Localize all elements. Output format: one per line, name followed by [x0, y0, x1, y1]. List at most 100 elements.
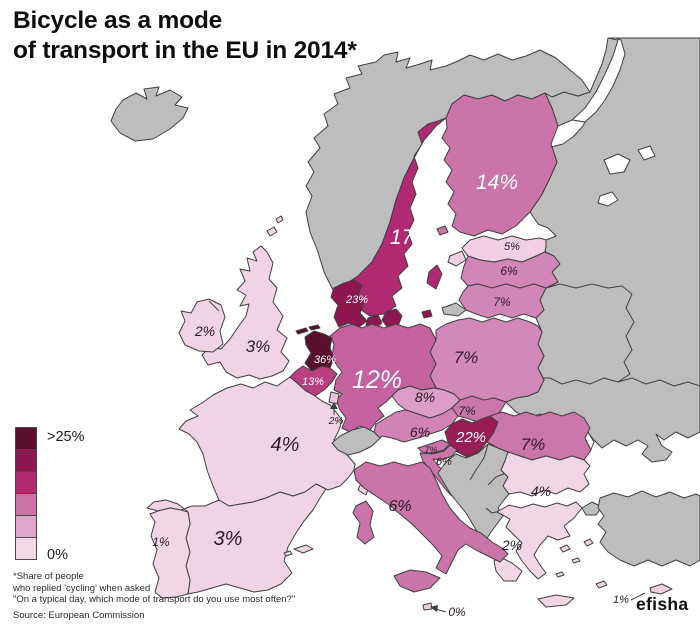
label-sweden: 17%: [390, 226, 432, 249]
country-ireland: [178, 298, 226, 353]
label-latvia: 6%: [500, 264, 518, 278]
lake-2: [637, 145, 656, 161]
island-aegean-3: [555, 571, 565, 578]
footnotes: *Share of people who replied 'cycling' w…: [13, 571, 295, 621]
country-cyprus: [649, 583, 673, 595]
region-western-balkans: [437, 443, 510, 541]
country-switzerland: [331, 426, 381, 456]
country-spain: [146, 483, 327, 595]
island-orkney: [266, 226, 278, 237]
map-title-line1: Bicycle as a mode: [13, 7, 223, 34]
cyprus-pointer-line: [630, 592, 646, 601]
legend-swatch-6: [15, 537, 37, 560]
label-uk: 3%: [246, 337, 271, 356]
label-malta: 0%: [448, 605, 466, 619]
region-peloponnese: [493, 556, 523, 582]
region-kaliningrad: [441, 302, 467, 317]
island-frisian-1: [295, 327, 309, 335]
country-malta: [422, 602, 433, 611]
island-bornholm: [421, 309, 433, 319]
label-austria: 6%: [410, 424, 430, 440]
island-rhodes: [595, 580, 608, 589]
label-finland: 14%: [476, 171, 518, 194]
border-bosnia-serbia: [469, 443, 489, 481]
label-hungary: 22%: [455, 429, 486, 446]
island-aegean-4: [583, 538, 594, 547]
footnote-line1: *Share of people: [13, 571, 84, 582]
label-france: 4%: [271, 434, 300, 456]
luxembourg-arrowhead: [330, 402, 338, 409]
map-title: Bicycle as a mode of transport in the EU…: [13, 6, 357, 66]
label-czech: 8%: [415, 389, 435, 405]
country-turkey: [597, 490, 700, 567]
border-belarus-north: [545, 283, 633, 295]
label-croatia: 6%: [436, 456, 452, 468]
label-denmark: 23%: [345, 294, 368, 306]
country-portugal: [149, 507, 191, 599]
label-cyprus: 1%: [613, 594, 629, 606]
country-finland: [441, 92, 559, 237]
color-legend: [15, 427, 37, 560]
label-poland: 7%: [454, 348, 479, 367]
island-aegean-2: [571, 557, 581, 564]
legend-swatch-2: [15, 449, 37, 472]
border-ukraine-russia: [617, 377, 700, 387]
border-serbia-macedonia: [487, 472, 507, 486]
label-bulgaria: 4%: [531, 483, 551, 499]
label-italy: 6%: [388, 498, 411, 515]
footnote-line3: "On a typical day, which mode of transpo…: [13, 594, 296, 605]
label-portugal: 1%: [152, 535, 170, 549]
legend-min-label: 0%: [47, 547, 68, 563]
legend-swatch-4: [15, 493, 37, 516]
label-luxembourg: 2%: [328, 416, 344, 427]
legend-max-label: >25%: [47, 429, 85, 445]
island-mallorca: [293, 544, 314, 554]
country-luxembourg: [328, 391, 340, 405]
value-labels: 17% 14% 5% 6% 7% 7% 23% 36% 13% 2% 12% 8…: [152, 171, 629, 619]
border-belarus-ukraine: [542, 377, 619, 385]
border-northern-ireland: [208, 300, 220, 312]
map-title-line2: of transport in the EU in 2014*: [13, 37, 357, 64]
label-germany: 12%: [352, 366, 402, 394]
label-romania: 7%: [521, 435, 546, 454]
watermark-efisha: efisha: [636, 594, 689, 614]
footnote-source: Source: European Commission: [13, 609, 145, 621]
label-netherlands: 36%: [314, 354, 336, 366]
country-poland: [429, 317, 545, 403]
island-sardinia: [352, 500, 375, 545]
country-bulgaria: [500, 451, 591, 497]
country-iceland: [110, 86, 189, 142]
label-spain: 3%: [214, 528, 243, 550]
island-sicily: [393, 569, 441, 593]
country-slovenia: [417, 439, 451, 454]
label-greece: 2%: [501, 537, 522, 553]
region-turkey-europe: [581, 501, 603, 516]
legend-swatch-3: [15, 471, 37, 494]
border-belarus-east: [617, 293, 635, 383]
country-sweden: [345, 117, 447, 317]
legend-swatch-1: [15, 427, 37, 450]
label-lithuania: 7%: [493, 295, 511, 309]
lake-3: [597, 191, 619, 207]
label-estonia: 5%: [504, 241, 520, 253]
malta-arrowhead: [430, 605, 438, 612]
label-ireland: 2%: [194, 323, 215, 339]
island-saaremaa: [447, 250, 467, 267]
white-sea: [571, 37, 626, 123]
island-crete: [537, 594, 575, 608]
label-belgium: 13%: [302, 376, 324, 388]
island-shetland: [275, 215, 284, 224]
country-germany: [329, 323, 437, 433]
island-aegean-1: [559, 544, 571, 553]
country-greece: [496, 501, 583, 580]
country-united-kingdom: [201, 245, 290, 380]
island-frisian-2: [308, 324, 321, 331]
malta-arrow: [435, 608, 447, 613]
island-ibiza: [283, 550, 293, 557]
label-slovenia: 7%: [424, 445, 437, 455]
island-gotland: [426, 264, 443, 290]
label-slovakia: 7%: [458, 404, 476, 418]
legend-swatch-5: [15, 515, 37, 538]
